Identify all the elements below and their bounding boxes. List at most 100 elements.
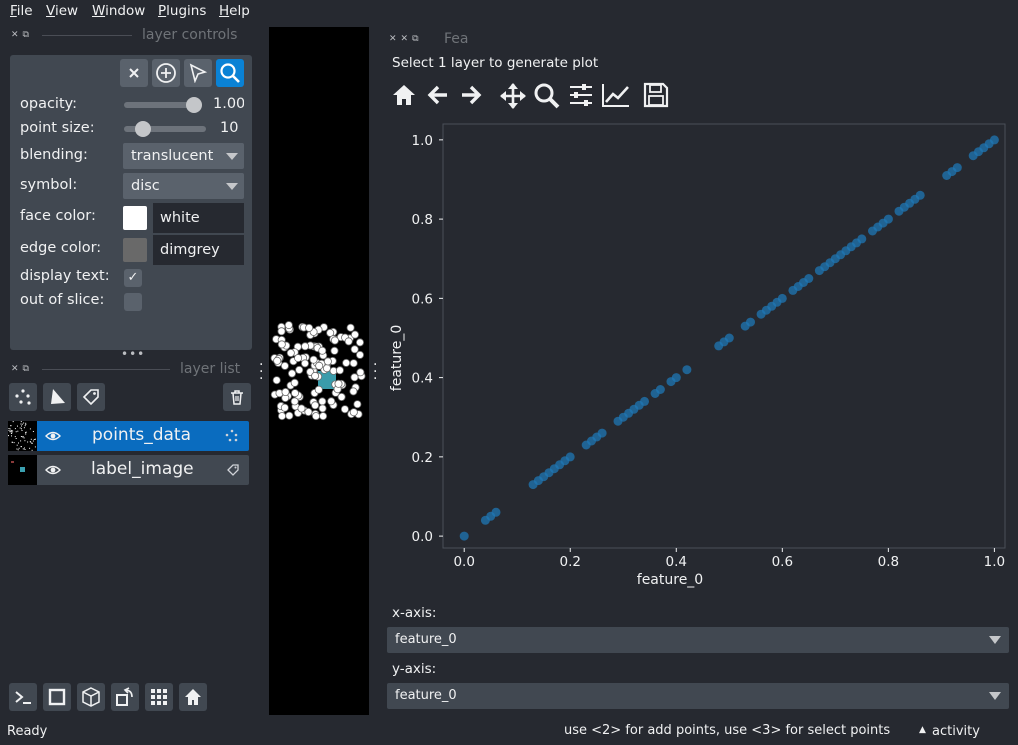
- y-tick-label: 0.2: [412, 450, 433, 466]
- new-shapes-layer-button[interactable]: [43, 383, 71, 411]
- layer-controls-title: layer controls: [142, 27, 238, 43]
- y-axis-select[interactable]: feature_0: [387, 683, 1009, 709]
- y-axis-value: feature_0: [395, 688, 457, 703]
- display-text-checkbox[interactable]: ✓: [124, 269, 142, 287]
- reset-view-button[interactable]: [179, 683, 207, 711]
- grid-view-button[interactable]: [145, 683, 173, 711]
- menubar: File View Window Plugins Help: [0, 0, 1018, 23]
- caret-up-icon[interactable]: ▲: [919, 725, 926, 735]
- home-icon: [185, 689, 201, 705]
- canvas-point: [351, 330, 360, 339]
- edge-color-swatch[interactable]: [123, 238, 147, 262]
- console-button[interactable]: [9, 683, 37, 711]
- point-size-value[interactable]: 10: [220, 120, 239, 136]
- canvas-point: [309, 355, 318, 364]
- forward-arrow-icon[interactable]: [458, 82, 484, 108]
- eye-icon[interactable]: [45, 428, 61, 444]
- x-axis-label: x-axis:: [392, 605, 437, 621]
- opacity-slider-handle[interactable]: [186, 97, 202, 113]
- roll-dims-button[interactable]: [111, 683, 139, 711]
- roll-dims-icon: [116, 687, 133, 706]
- activity-button[interactable]: activity: [932, 724, 980, 739]
- back-arrow-icon[interactable]: [425, 82, 451, 108]
- canvas-point: [346, 323, 355, 332]
- console-icon: [15, 691, 31, 704]
- viewer-canvas[interactable]: [269, 27, 369, 715]
- dock-float-close-icons[interactable]: ✕⧉: [11, 30, 33, 40]
- layer-row-points-data[interactable]: points_data: [8, 421, 249, 451]
- canvas-point: [286, 348, 295, 357]
- point-size-label: point size:: [20, 120, 95, 136]
- scatter-point: [777, 293, 787, 303]
- x-tick-label: 0.8: [878, 554, 899, 570]
- x-axis-value: feature_0: [395, 632, 457, 647]
- opacity-slider[interactable]: [124, 102, 202, 108]
- zoom-magnifier-icon[interactable]: [533, 82, 561, 110]
- delete-layer-button[interactable]: [223, 383, 251, 411]
- canvas-point: [312, 412, 321, 421]
- canvas-point: [277, 327, 286, 336]
- dock-title-line: [42, 369, 170, 370]
- canvas-point: [344, 337, 353, 346]
- add-points-button[interactable]: [152, 59, 180, 87]
- menu-plugins[interactable]: Plugins: [158, 3, 207, 19]
- 3d-view-button[interactable]: [77, 683, 105, 711]
- 3d-cube-icon: [82, 687, 100, 707]
- canvas-point: [294, 354, 303, 363]
- opacity-value[interactable]: 1.00: [213, 96, 244, 112]
- canvas-point: [277, 340, 286, 349]
- face-color-field[interactable]: white: [153, 203, 244, 233]
- eye-icon[interactable]: [45, 462, 61, 478]
- canvas-point: [297, 404, 306, 413]
- pan-zoom-button[interactable]: [216, 59, 244, 87]
- home-icon[interactable]: [391, 82, 417, 108]
- scatter-plot[interactable]: 0.0 0.2 0.4 0.6 0.8 1.0 0.0 0.2 0.4 0.6 0.8 1.0 feat…: [385, 118, 1010, 598]
- dock-float-close-icons[interactable]: ✕⧉: [11, 364, 33, 374]
- symbol-label: symbol:: [20, 177, 78, 193]
- point-size-slider[interactable]: [124, 126, 206, 132]
- menu-help[interactable]: Help: [219, 3, 250, 19]
- layer-controls-panel: opacity: 1.00 point size: 10 blending: t…: [10, 55, 252, 350]
- x-axis-select[interactable]: feature_0: [387, 627, 1009, 653]
- delete-points-button[interactable]: [120, 59, 148, 87]
- edge-color-field[interactable]: dimgrey: [153, 235, 244, 265]
- canvas-point: [311, 401, 320, 410]
- canvas-point: [273, 356, 282, 365]
- canvas-point: [290, 378, 299, 387]
- canvas-point: [277, 412, 286, 421]
- select-points-button[interactable]: [184, 59, 212, 87]
- dock-splitter-right-icon[interactable]: · · ·: [373, 357, 378, 387]
- face-color-swatch[interactable]: [123, 206, 147, 230]
- points-canvas-render: [270, 321, 366, 421]
- point-size-slider-handle[interactable]: [135, 121, 152, 137]
- layer-name[interactable]: label_image: [91, 459, 194, 479]
- points-icon: [225, 429, 238, 442]
- save-figure-icon[interactable]: [643, 82, 669, 108]
- pan-move-icon[interactable]: [499, 82, 527, 110]
- scatter-point: [989, 135, 999, 145]
- new-points-layer-button[interactable]: [9, 383, 37, 411]
- new-labels-layer-button[interactable]: [77, 383, 105, 411]
- canvas-point: [356, 350, 365, 359]
- canvas-point: [311, 371, 320, 380]
- configure-subplots-icon[interactable]: [568, 82, 594, 108]
- canvas-point: [334, 379, 343, 388]
- layer-row-label-image[interactable]: label_image: [8, 455, 249, 485]
- layer-name[interactable]: points_data: [92, 425, 192, 445]
- canvas-point: [304, 407, 313, 416]
- dock-float-close-icons[interactable]: ✕✕⧉: [389, 34, 423, 44]
- menu-file[interactable]: File: [10, 3, 33, 19]
- dock-splitter-left-icon[interactable]: · · ·: [259, 357, 264, 387]
- splitter-handle-icon[interactable]: •••: [121, 347, 146, 361]
- ndisplay-button[interactable]: [43, 683, 71, 711]
- edit-axis-icon[interactable]: [601, 82, 631, 108]
- x-tick-label: 0.2: [560, 554, 581, 570]
- menu-view[interactable]: View: [46, 3, 79, 19]
- ndisplay-square-icon: [48, 688, 66, 706]
- layer-thumbnail: [8, 455, 37, 485]
- symbol-select[interactable]: disc: [123, 173, 244, 199]
- canvas-point: [318, 397, 327, 406]
- menu-window[interactable]: Window: [92, 3, 146, 19]
- blending-select[interactable]: translucent: [123, 143, 244, 169]
- out-of-slice-checkbox[interactable]: [124, 293, 142, 311]
